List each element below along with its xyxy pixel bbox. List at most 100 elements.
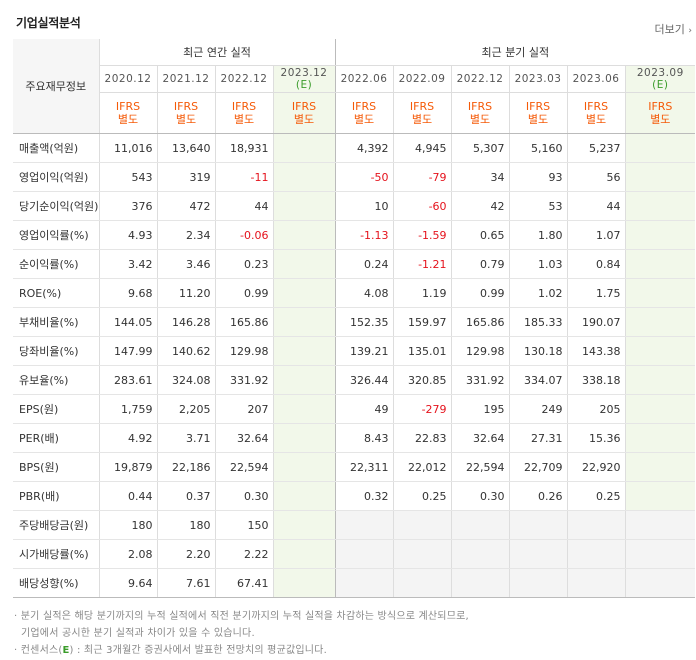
table-row: 당기순이익(억원) 376 472 44 10 -60 42 53 44	[13, 191, 696, 221]
value-cell	[334, 539, 394, 569]
value-cell: 320.85	[392, 365, 452, 395]
value-cell: 147.99	[98, 336, 157, 366]
value-cell: 56	[566, 162, 626, 192]
period-label: 2020.12	[104, 73, 152, 85]
period-label: 2022.12	[220, 73, 268, 85]
accounting-basis: IFRS 별도	[624, 92, 696, 134]
table-row: ROE(%) 9.68 11.20 0.99 4.08 1.19 0.99 1.02 1.75	[13, 278, 696, 308]
basis-line2: 별도	[293, 113, 315, 126]
value-cell	[508, 510, 568, 540]
period-label: 2021.12	[162, 73, 210, 85]
value-cell: 205	[566, 394, 626, 424]
value-cell: 22,012	[392, 452, 452, 482]
value-cell: 207	[214, 394, 273, 424]
value-cell: 13,640	[156, 133, 215, 163]
value-cell: 143.38	[566, 336, 626, 366]
value-cell	[272, 191, 336, 221]
value-cell: -0.06	[214, 220, 273, 250]
value-cell	[334, 510, 394, 540]
footnote-1: · 분기 실적은 해당 분기까지의 누적 실적에서 직전 분기까지의 누적 실적…	[14, 611, 469, 622]
value-cell	[272, 394, 336, 424]
value-cell: 331.92	[450, 365, 510, 395]
value-cell: 135.01	[392, 336, 452, 366]
value-cell: 4.08	[334, 278, 394, 308]
value-cell: 0.23	[214, 249, 273, 279]
value-cell: 0.25	[566, 481, 626, 511]
value-cell	[272, 307, 336, 337]
row-label: 당좌비율(%)	[13, 336, 99, 366]
row-label: 영업이익(억원)	[13, 162, 99, 192]
value-cell: 190.07	[566, 307, 626, 337]
accounting-basis: IFRS 별도	[98, 92, 157, 134]
estimate-badge: (E)	[295, 79, 313, 91]
basis-line1: IFRS	[173, 100, 199, 113]
value-cell: 159.97	[392, 307, 452, 337]
row-label: 영업이익률(%)	[13, 220, 99, 250]
value-cell	[624, 423, 696, 453]
basis-line2: 별도	[353, 113, 375, 126]
value-cell: 0.79	[450, 249, 510, 279]
value-cell	[624, 539, 696, 569]
value-cell: 11.20	[156, 278, 215, 308]
value-cell: 67.41	[214, 568, 273, 598]
basis-line1: IFRS	[648, 100, 673, 113]
value-cell: 4,945	[392, 133, 452, 163]
value-cell: -1.13	[334, 220, 394, 250]
row-label: BPS(원)	[13, 452, 99, 482]
value-cell: 2,205	[156, 394, 215, 424]
table-row: BPS(원) 19,879 22,186 22,594 22,311 22,012 22,5…	[13, 452, 696, 482]
value-cell: 1.75	[566, 278, 626, 308]
value-cell	[624, 365, 696, 395]
value-cell	[624, 249, 696, 279]
period-header: 2020.12	[98, 65, 157, 93]
value-cell: 22,594	[450, 452, 510, 482]
value-cell: 3.42	[98, 249, 157, 279]
value-cell: 2.08	[98, 539, 157, 569]
row-label: PER(배)	[13, 423, 99, 453]
row-label: 매출액(억원)	[13, 133, 99, 163]
period-header: 2023.09 (E)	[624, 65, 696, 93]
period-label: 2022.06	[340, 73, 388, 85]
value-cell	[272, 452, 336, 482]
value-cell: 472	[156, 191, 215, 221]
row-label: 시가배당률(%)	[13, 539, 99, 569]
basis-line2: 별도	[527, 113, 549, 126]
value-cell: 27.31	[508, 423, 568, 453]
value-cell	[624, 481, 696, 511]
row-label: ROE(%)	[13, 278, 99, 308]
basis-line2: 별도	[175, 113, 197, 126]
basis-line1: IFRS	[115, 100, 141, 113]
value-cell: 1.03	[508, 249, 568, 279]
basis-line2: 별도	[650, 113, 671, 126]
value-cell: 185.33	[508, 307, 568, 337]
table-row: 부채비율(%) 144.05 146.28 165.86 152.35 159.97 165…	[13, 307, 696, 337]
value-cell	[624, 336, 696, 366]
table-row: 당좌비율(%) 147.99 140.62 129.98 139.21 135.01 129…	[13, 336, 696, 366]
value-cell: 140.62	[156, 336, 215, 366]
value-cell	[392, 510, 452, 540]
value-cell: 5,160	[508, 133, 568, 163]
row-label: PBR(배)	[13, 481, 99, 511]
value-cell: 0.65	[450, 220, 510, 250]
value-cell: 144.05	[98, 307, 157, 337]
value-cell: 22.83	[392, 423, 452, 453]
value-cell: 3.71	[156, 423, 215, 453]
value-cell	[624, 452, 696, 482]
value-cell: 146.28	[156, 307, 215, 337]
value-cell: 331.92	[214, 365, 273, 395]
value-cell: 44	[214, 191, 273, 221]
basis-line2: 별도	[469, 113, 491, 126]
value-cell: 22,311	[334, 452, 394, 482]
period-label: 2023.12	[280, 67, 328, 79]
value-cell: 129.98	[450, 336, 510, 366]
basis-line1: IFRS	[409, 100, 435, 113]
more-link[interactable]: 더보기 ›	[655, 21, 692, 37]
accounting-basis: IFRS 별도	[156, 92, 215, 134]
value-cell	[272, 481, 336, 511]
table-row: PER(배) 4.92 3.71 32.64 8.43 22.83 32.64 27.31 15…	[13, 423, 696, 453]
value-cell: -50	[334, 162, 394, 192]
value-cell: 334.07	[508, 365, 568, 395]
accounting-basis: IFRS 별도	[214, 92, 273, 134]
value-cell	[272, 336, 336, 366]
value-cell: 0.30	[450, 481, 510, 511]
